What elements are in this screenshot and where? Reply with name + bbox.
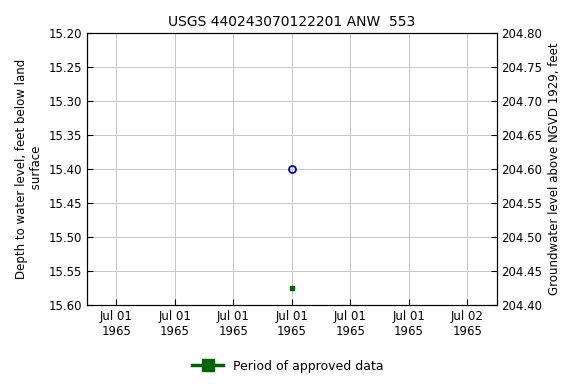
Legend: Period of approved data: Period of approved data: [187, 355, 389, 378]
Y-axis label: Depth to water level, feet below land
 surface: Depth to water level, feet below land su…: [15, 59, 43, 279]
Title: USGS 440243070122201 ANW  553: USGS 440243070122201 ANW 553: [168, 15, 415, 29]
Y-axis label: Groundwater level above NGVD 1929, feet: Groundwater level above NGVD 1929, feet: [548, 43, 561, 296]
